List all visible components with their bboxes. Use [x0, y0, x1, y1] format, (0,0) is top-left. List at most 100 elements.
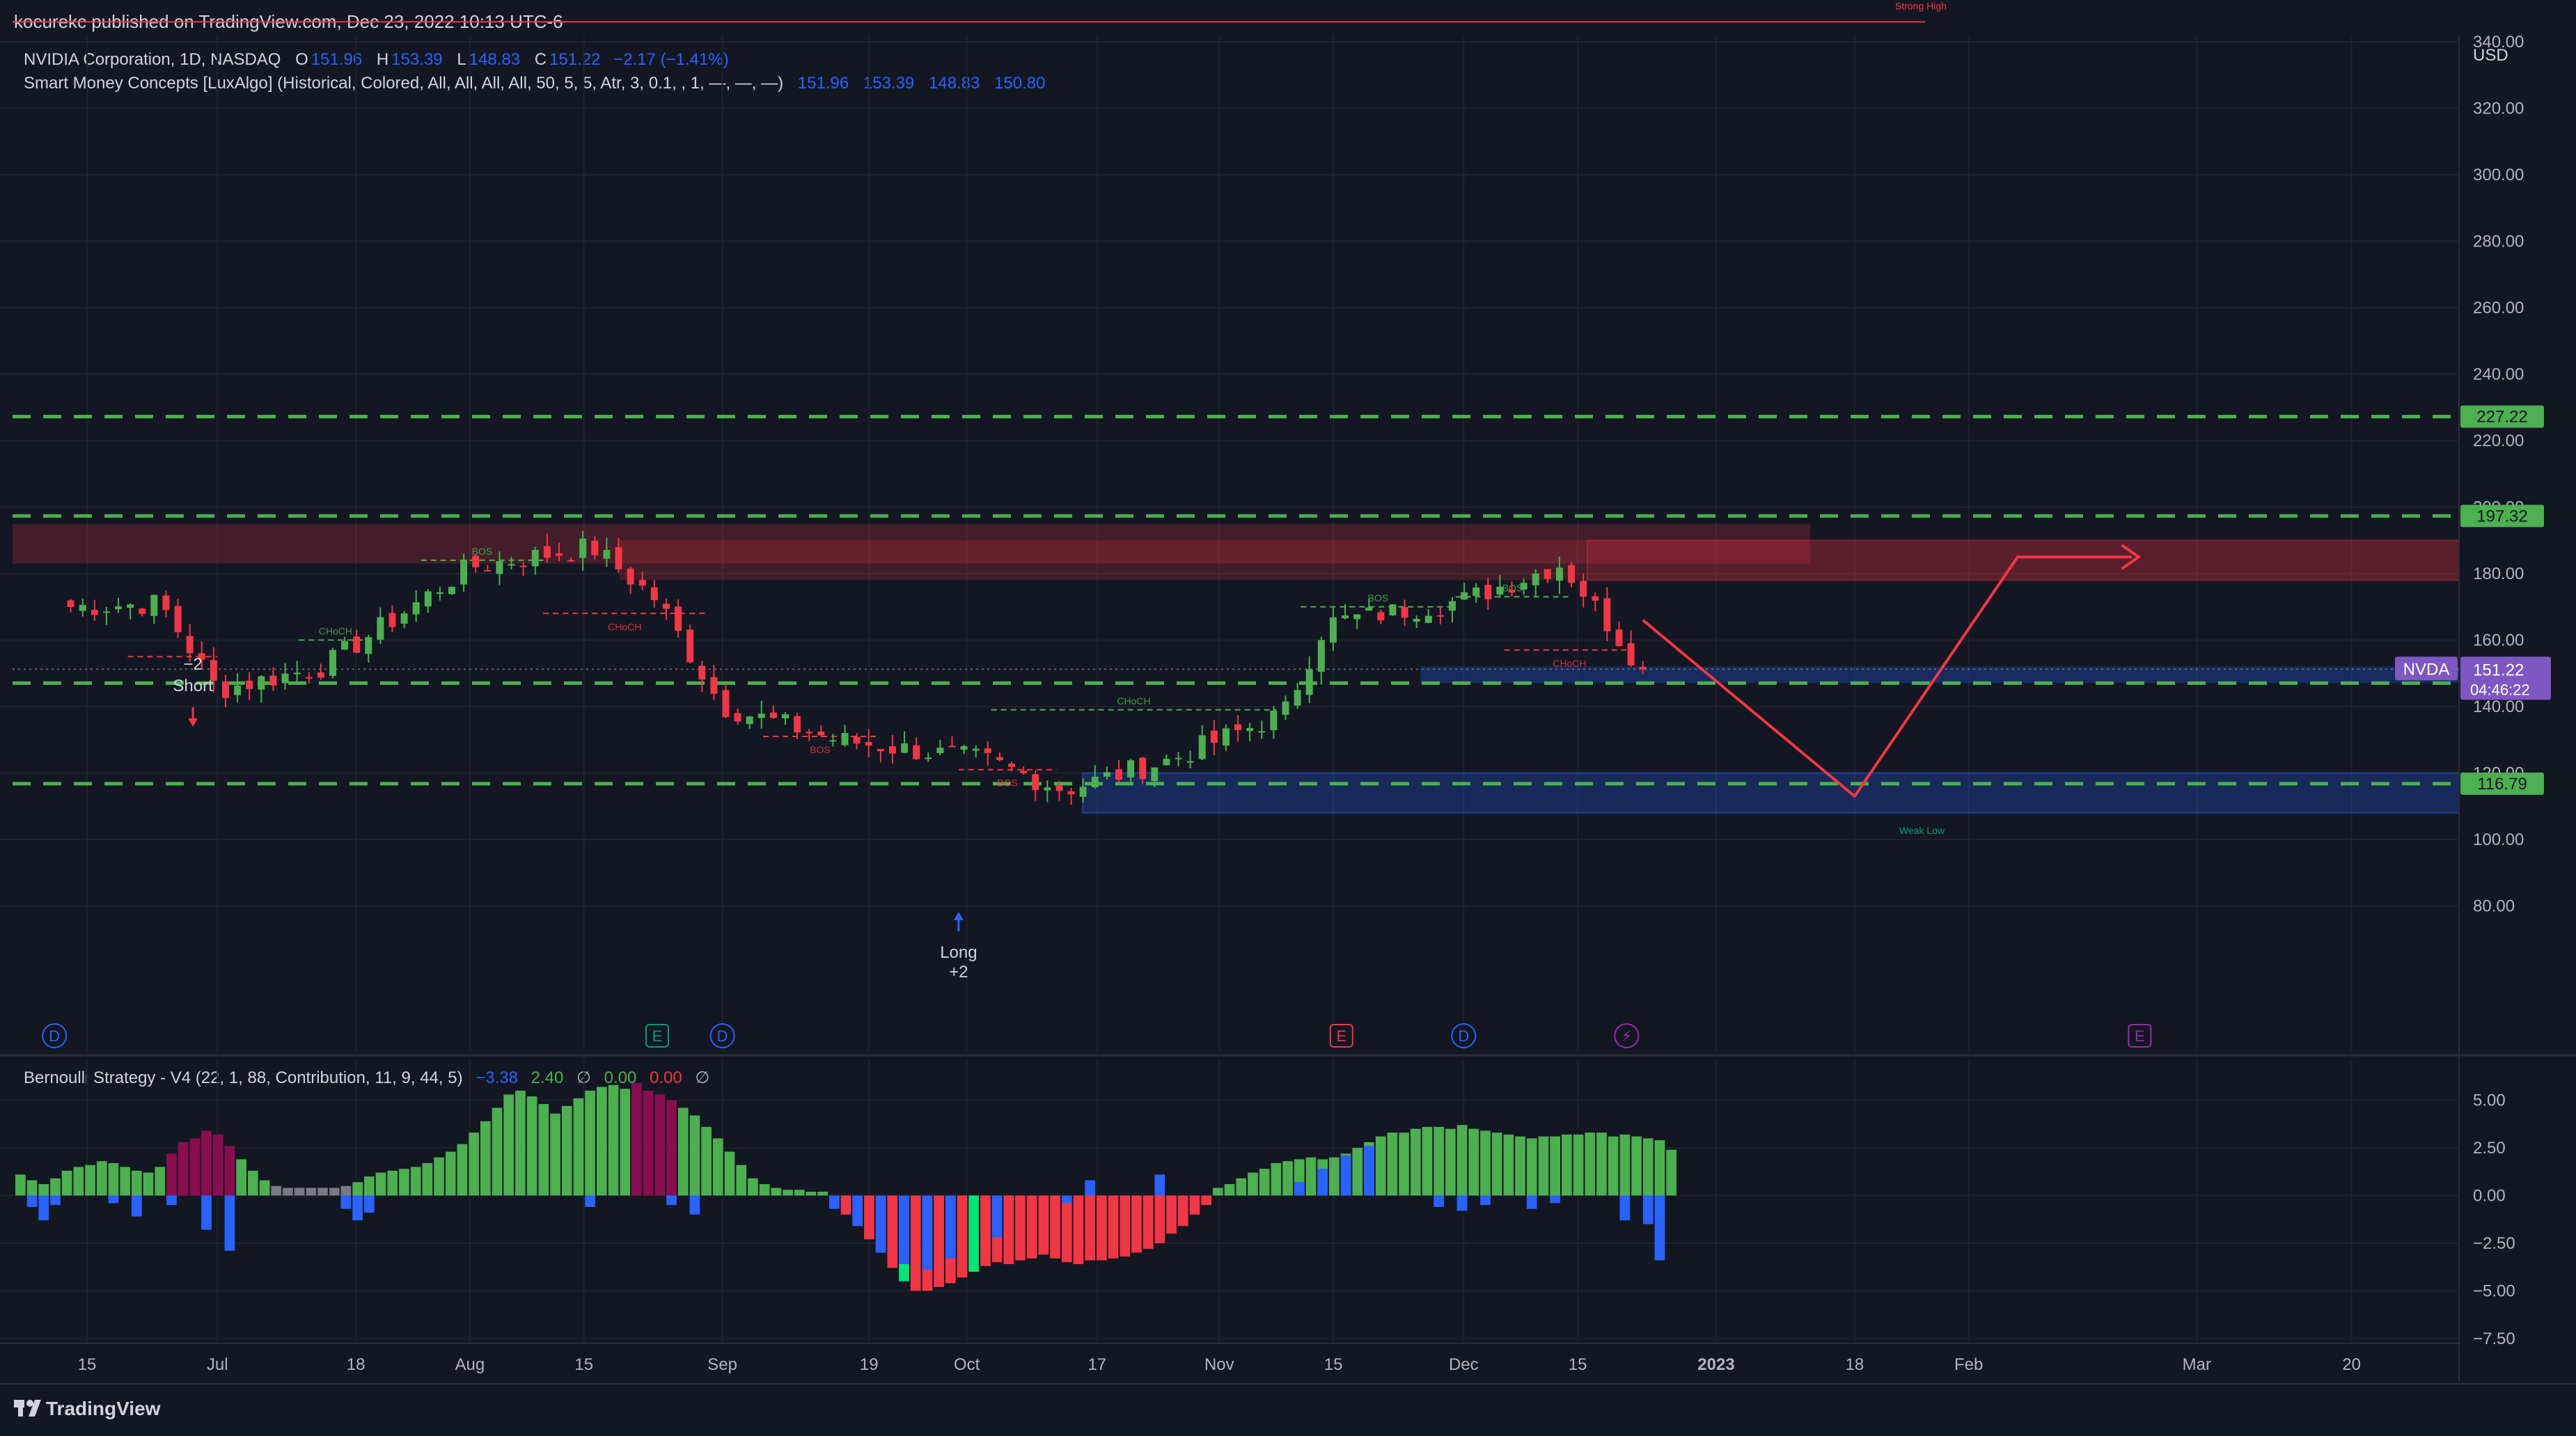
candle-down [806, 732, 813, 734]
candle-down [627, 568, 634, 585]
smc-indicator-title[interactable]: Smart Money Concepts [LuxAlgo] (Historic… [24, 74, 783, 93]
level-tag-116: 116.79 [2477, 775, 2527, 794]
time-axis[interactable]: 15 Jul 18 Aug 15 Sep 19 Oct 17 Nov 15 Dec 15 2023 18 Fe… [0, 1343, 2459, 1374]
structure-label: CHoCH [1553, 658, 1586, 669]
ohlc-h-value: 153.39 [391, 50, 442, 69]
short-label: Short [173, 677, 213, 695]
osc-bar [1480, 1130, 1491, 1196]
osc-bar [608, 1084, 619, 1196]
candle-up [329, 649, 336, 676]
oscillator-tick-label: 5.00 [2473, 1091, 2506, 1110]
candle-down [519, 565, 527, 567]
osc-bar [620, 1089, 631, 1196]
candle-down [1580, 581, 1587, 597]
candle-down [877, 748, 884, 752]
event-marker[interactable]: D [1451, 1023, 1477, 1048]
osc-contribution-bar [50, 1195, 61, 1206]
ohlc-h-key: H [377, 50, 388, 69]
event-marker[interactable]: E [645, 1024, 669, 1048]
event-markers[interactable]: D E D E D ⚡ E [42, 1023, 2152, 1048]
ohlc-l-value: 148.83 [469, 50, 520, 69]
candle-up [757, 713, 765, 718]
candle-down [317, 672, 324, 678]
osc-contribution-bar [899, 1195, 909, 1265]
time-tick-label: Oct [954, 1355, 980, 1374]
candle-down [246, 680, 253, 689]
osc-contribution-bar [1642, 1195, 1654, 1224]
candle-up [579, 538, 587, 558]
osc-bar [1061, 1195, 1072, 1263]
event-marker[interactable]: D [709, 1023, 735, 1048]
osc-contribution-bar [689, 1195, 700, 1215]
osc-bar [736, 1165, 747, 1196]
candle-up [508, 564, 515, 566]
oscillator-tick-label: −7.50 [2473, 1330, 2515, 1348]
osc-bar [1445, 1128, 1456, 1196]
candle-down [1020, 771, 1028, 773]
osc-contribution-bar [945, 1195, 956, 1259]
smc-value-4: 150.80 [994, 74, 1045, 93]
candle-up [258, 676, 265, 690]
event-marker[interactable]: E [1329, 1024, 1353, 1048]
candle-up [424, 591, 432, 607]
osc-bar [689, 1115, 700, 1196]
candle-down [353, 636, 361, 653]
time-tick-label: Sep [707, 1355, 737, 1374]
long-arrow-head-icon [953, 912, 964, 920]
candle-up [603, 550, 611, 559]
smc-value-2: 153.39 [863, 74, 914, 93]
osc-bar [1631, 1136, 1642, 1196]
candlestick-series [67, 530, 1647, 805]
osc-bar [247, 1170, 258, 1196]
oscillator-tick-label: −2.50 [2473, 1234, 2515, 1253]
price-tick-label: 280.00 [2473, 232, 2524, 251]
candle-up [1365, 607, 1373, 611]
osc-bar [817, 1192, 828, 1196]
candle-up [1555, 567, 1563, 581]
osc-value-4: 0.00 [604, 1068, 637, 1087]
osc-bar [968, 1195, 980, 1272]
candle-down [1401, 607, 1408, 618]
smc-indicator-legend[interactable]: Smart Money Concepts [LuxAlgo] (Historic… [24, 74, 1045, 93]
symbol-name[interactable]: NVIDIA Corporation, 1D, NASDAQ [24, 50, 281, 69]
time-tick-label: 15 [574, 1355, 593, 1374]
oscillator-histogram [15, 1082, 1676, 1291]
time-tick-label: Dec [1449, 1355, 1479, 1374]
event-marker[interactable]: D [42, 1023, 68, 1048]
osc-bar [503, 1094, 515, 1196]
time-tick-label: 20 [2342, 1355, 2361, 1374]
oscillator-tick-label: 0.00 [2473, 1187, 2506, 1206]
forecast-path[interactable] [1642, 555, 2132, 798]
event-marker[interactable]: E [2128, 1024, 2152, 1048]
osc-contribution-bar [166, 1195, 177, 1206]
oscillator-legend[interactable]: Bernoulli Strategy - V4 (22, 1, 88, Cont… [24, 1068, 709, 1087]
osc-bar [596, 1087, 607, 1196]
candle-up [1103, 772, 1110, 777]
candle-up [1329, 617, 1337, 643]
osc-bar [666, 1100, 677, 1196]
forecast-drawing[interactable] [1642, 544, 2142, 798]
event-letter: E [2135, 1027, 2145, 1045]
oscillator-title[interactable]: Bernoulli Strategy - V4 (22, 1, 88, Cont… [24, 1068, 463, 1087]
candle-down [305, 677, 313, 679]
time-tick-label: 15 [1569, 1355, 1587, 1374]
osc-bar [1456, 1125, 1468, 1196]
osc-bar [1248, 1172, 1258, 1196]
time-tick-label: 18 [347, 1355, 366, 1374]
osc-bar [794, 1190, 805, 1196]
osc-bar [201, 1130, 212, 1196]
candle-up [1186, 761, 1194, 763]
candle-down [888, 746, 896, 754]
arrow-head-icon[interactable] [2121, 544, 2142, 570]
candle-down [1568, 565, 1576, 583]
symbol-legend[interactable]: NVIDIA Corporation, 1D, NASDAQ O 151.96 H… [24, 50, 729, 69]
osc-bar [1585, 1133, 1596, 1196]
osc-contribution-bar [828, 1195, 840, 1209]
currency-label[interactable]: USD [2473, 46, 2508, 65]
osc-contribution-bar [363, 1195, 375, 1213]
event-marker[interactable]: ⚡ [1614, 1023, 1640, 1048]
osc-bar [1177, 1195, 1188, 1226]
